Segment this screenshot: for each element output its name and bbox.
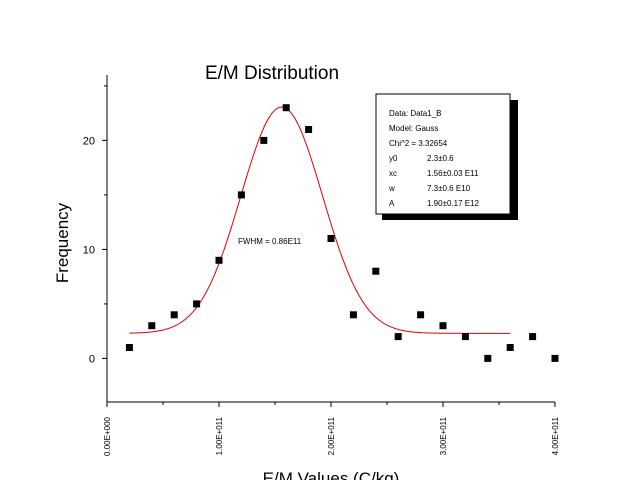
data-point: [551, 354, 559, 362]
x-tick-label: 4.00E+011: [551, 416, 560, 455]
gauss-fit-curve: [129, 106, 511, 334]
data-point: [506, 344, 514, 351]
data-point: [170, 311, 178, 319]
data-point: [461, 333, 469, 341]
data-point: [125, 344, 133, 351]
info-key: Chi^2 = 3.32654: [389, 139, 448, 148]
info-box-panel: [375, 93, 511, 215]
data-point: [282, 104, 290, 112]
y-tick-label: 0: [89, 353, 95, 365]
data-point: [417, 311, 425, 319]
data-point: [193, 300, 201, 308]
info-key: Data: Data1_B: [389, 109, 441, 118]
info-value: 1.90±0.17 E12: [427, 199, 480, 208]
y-ticks: 0 10 20: [83, 85, 107, 365]
data-point: [529, 333, 537, 341]
data-point: [349, 311, 357, 319]
info-key: A: [389, 199, 395, 208]
data-points: [125, 104, 559, 362]
data-point: [148, 322, 156, 330]
data-point: [237, 191, 245, 199]
y-tick-label: 20: [83, 135, 95, 147]
y-tick-label: 10: [83, 244, 95, 256]
info-key: w: [388, 184, 395, 193]
data-point: [394, 333, 402, 341]
info-key: Model: Gauss: [389, 124, 438, 133]
x-tick-label: 2.00E+011: [327, 416, 336, 455]
y-axis-label: Frequency: [53, 202, 72, 283]
chart-title: E/M Distribution: [205, 63, 339, 84]
data-point: [305, 126, 313, 133]
x-tick-label: 3.00E+011: [439, 416, 448, 455]
info-key: y0: [389, 154, 398, 163]
data-point: [215, 256, 223, 264]
fit-info-box: Data: Data1_B Model: Gauss Chi^2 = 3.32654…: [375, 93, 518, 220]
data-point: [484, 354, 492, 362]
x-tick-label: 1.00E+011: [215, 416, 224, 455]
data-point: [439, 322, 447, 330]
data-point: [327, 235, 335, 242]
x-axis-label: E/M Values (C/kg): [263, 469, 400, 480]
data-point: [372, 267, 380, 275]
x-tick-label: 0.00E+000: [103, 416, 112, 455]
info-value: 1.56±0.03 E11: [427, 169, 479, 178]
x-ticks: 0.00E+000 1.00E+011 2.00E+011 3.00E+011 4.00…: [103, 402, 560, 456]
data-point: [260, 136, 268, 144]
fwhm-annotation: FWHM = 0.86E11: [238, 237, 302, 246]
info-key: xc: [389, 169, 397, 178]
info-value: 7.3±0.6 E10: [427, 184, 471, 193]
info-box-lines: Data: Data1_B Model: Gauss Chi^2 = 3.32654…: [388, 109, 480, 208]
info-value: 2.3±0.6: [427, 154, 454, 163]
